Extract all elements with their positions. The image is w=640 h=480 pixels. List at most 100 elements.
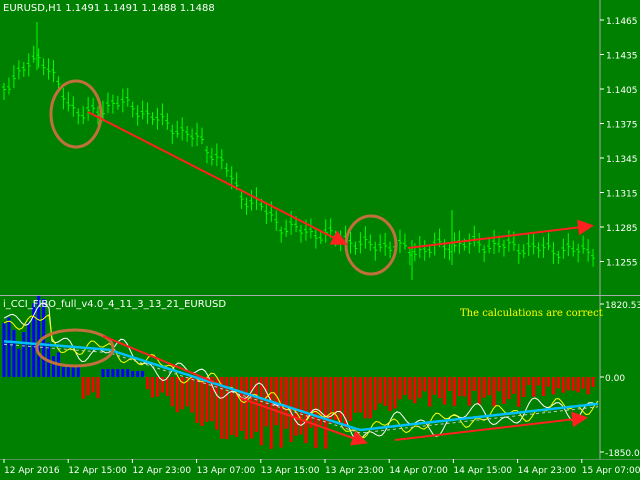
dashed-line	[3, 343, 599, 434]
histogram-bar	[517, 377, 521, 407]
histogram-bar	[259, 377, 263, 446]
histogram-bar	[151, 377, 154, 398]
histogram-bar	[314, 377, 318, 449]
histogram-bar	[200, 377, 204, 427]
histogram-bar	[230, 377, 234, 435]
slow-line	[3, 340, 599, 432]
histogram-bar	[215, 377, 219, 430]
histogram-bar	[126, 369, 130, 377]
histogram-bar	[344, 377, 348, 428]
histogram-bar	[274, 377, 278, 426]
indicator-axis: 1820.535 0.00 -1850.06	[599, 296, 640, 459]
time-label: 12 Apr 15:00	[68, 466, 127, 476]
price-bars	[2, 22, 596, 280]
histogram-bar	[388, 377, 392, 412]
histogram-bar	[32, 303, 36, 377]
time-label: 14 Apr 15:00	[453, 466, 512, 476]
histogram-bar	[141, 371, 145, 377]
histogram-bar	[185, 377, 189, 407]
histogram-bar	[111, 369, 115, 377]
histogram-bar	[22, 331, 26, 377]
annotation-circle	[49, 79, 103, 149]
histogram-bar	[116, 369, 120, 377]
histogram-bar	[81, 377, 85, 399]
histogram-bar	[358, 377, 362, 413]
histogram-bar	[537, 377, 541, 386]
histogram-bar	[368, 377, 372, 419]
histogram-bar	[571, 377, 575, 391]
histogram-bar	[235, 377, 239, 437]
pane-divider[interactable]	[0, 295, 640, 296]
price-label: 1.1285	[606, 224, 638, 234]
histogram-bar	[527, 377, 531, 386]
histogram-bar	[190, 377, 194, 413]
price-label: 1.1465	[606, 17, 638, 27]
time-axis: 12 Apr 2016 12 Apr 15:00 12 Apr 23:00 13 Ap…	[0, 459, 640, 476]
time-label: 14 Apr 23:00	[518, 466, 577, 476]
histogram-bar	[269, 377, 273, 449]
time-label: 15 Apr 07:00	[582, 466, 640, 476]
histogram-bar	[136, 371, 140, 377]
histogram-bar	[329, 377, 333, 423]
level-label: 0.00	[605, 374, 625, 384]
histogram-bar	[319, 377, 323, 426]
histogram-bar	[398, 377, 402, 400]
histogram-bar	[17, 348, 21, 377]
histogram-bar	[12, 329, 16, 377]
histogram-bar	[71, 367, 75, 377]
histogram-bar	[448, 377, 451, 392]
histogram-bar	[309, 377, 313, 428]
level-label: -1850.06	[605, 449, 640, 459]
histogram-bar	[96, 377, 100, 399]
histogram-bar	[91, 377, 95, 393]
histogram-bar	[304, 377, 308, 444]
histogram-bar	[542, 377, 546, 396]
histogram-bar	[66, 367, 70, 377]
histogram-bar	[408, 377, 412, 400]
histogram-bar	[497, 377, 501, 392]
price-label: 1.1405	[606, 86, 638, 96]
annotation-arrow	[87, 111, 348, 245]
histogram-bar	[101, 369, 105, 377]
histogram-bar	[556, 377, 560, 389]
calculation-note: The calculations are correct	[460, 308, 603, 319]
time-label: 13 Apr 15:00	[261, 466, 320, 476]
histogram-bar	[581, 377, 585, 389]
annotation-arrow	[394, 411, 588, 441]
histogram-bar	[146, 377, 150, 390]
histogram-bar	[210, 377, 214, 422]
histogram-bar	[477, 377, 481, 405]
histogram-bar	[27, 322, 31, 377]
price-label: 1.1255	[606, 259, 638, 269]
histogram-bar	[165, 377, 169, 396]
histogram-bar	[383, 377, 387, 406]
histogram-bar	[180, 377, 184, 410]
histogram-bar	[393, 377, 397, 409]
price-chart[interactable]: 1.1465 1.1435 1.1405 1.1375 1.1345 1.1315 1.12…	[0, 0, 640, 295]
time-label: 12 Apr 2016	[4, 466, 60, 476]
histogram-bar	[225, 377, 229, 440]
histogram-bar	[462, 377, 466, 397]
symbol-label: EURUSD,H1	[3, 3, 63, 14]
annotation-arrow	[407, 219, 594, 249]
histogram-bar	[378, 377, 382, 404]
time-label: 13 Apr 07:00	[197, 466, 256, 476]
histogram-bar	[467, 377, 471, 406]
price-label: 1.1345	[606, 155, 638, 165]
ohlc-values: 1.1491 1.1491 1.1488 1.1488	[65, 3, 215, 14]
histogram-bar	[487, 377, 491, 396]
histogram-bar	[413, 377, 417, 404]
histogram-bar	[403, 377, 407, 396]
histogram-bar	[591, 377, 595, 387]
histogram-bar	[37, 296, 41, 377]
histogram-bar	[353, 377, 357, 413]
histogram-bar	[195, 377, 199, 423]
annotation-arrow	[239, 397, 368, 446]
histogram-bar	[433, 377, 437, 395]
histogram-bar	[175, 377, 179, 413]
histogram-bar	[289, 377, 293, 443]
indicator-chart[interactable]: 1820.535 0.00 -1850.06	[0, 296, 640, 459]
histogram-bar	[170, 377, 174, 407]
histogram-bar	[428, 377, 432, 407]
histogram-bar	[240, 377, 244, 431]
